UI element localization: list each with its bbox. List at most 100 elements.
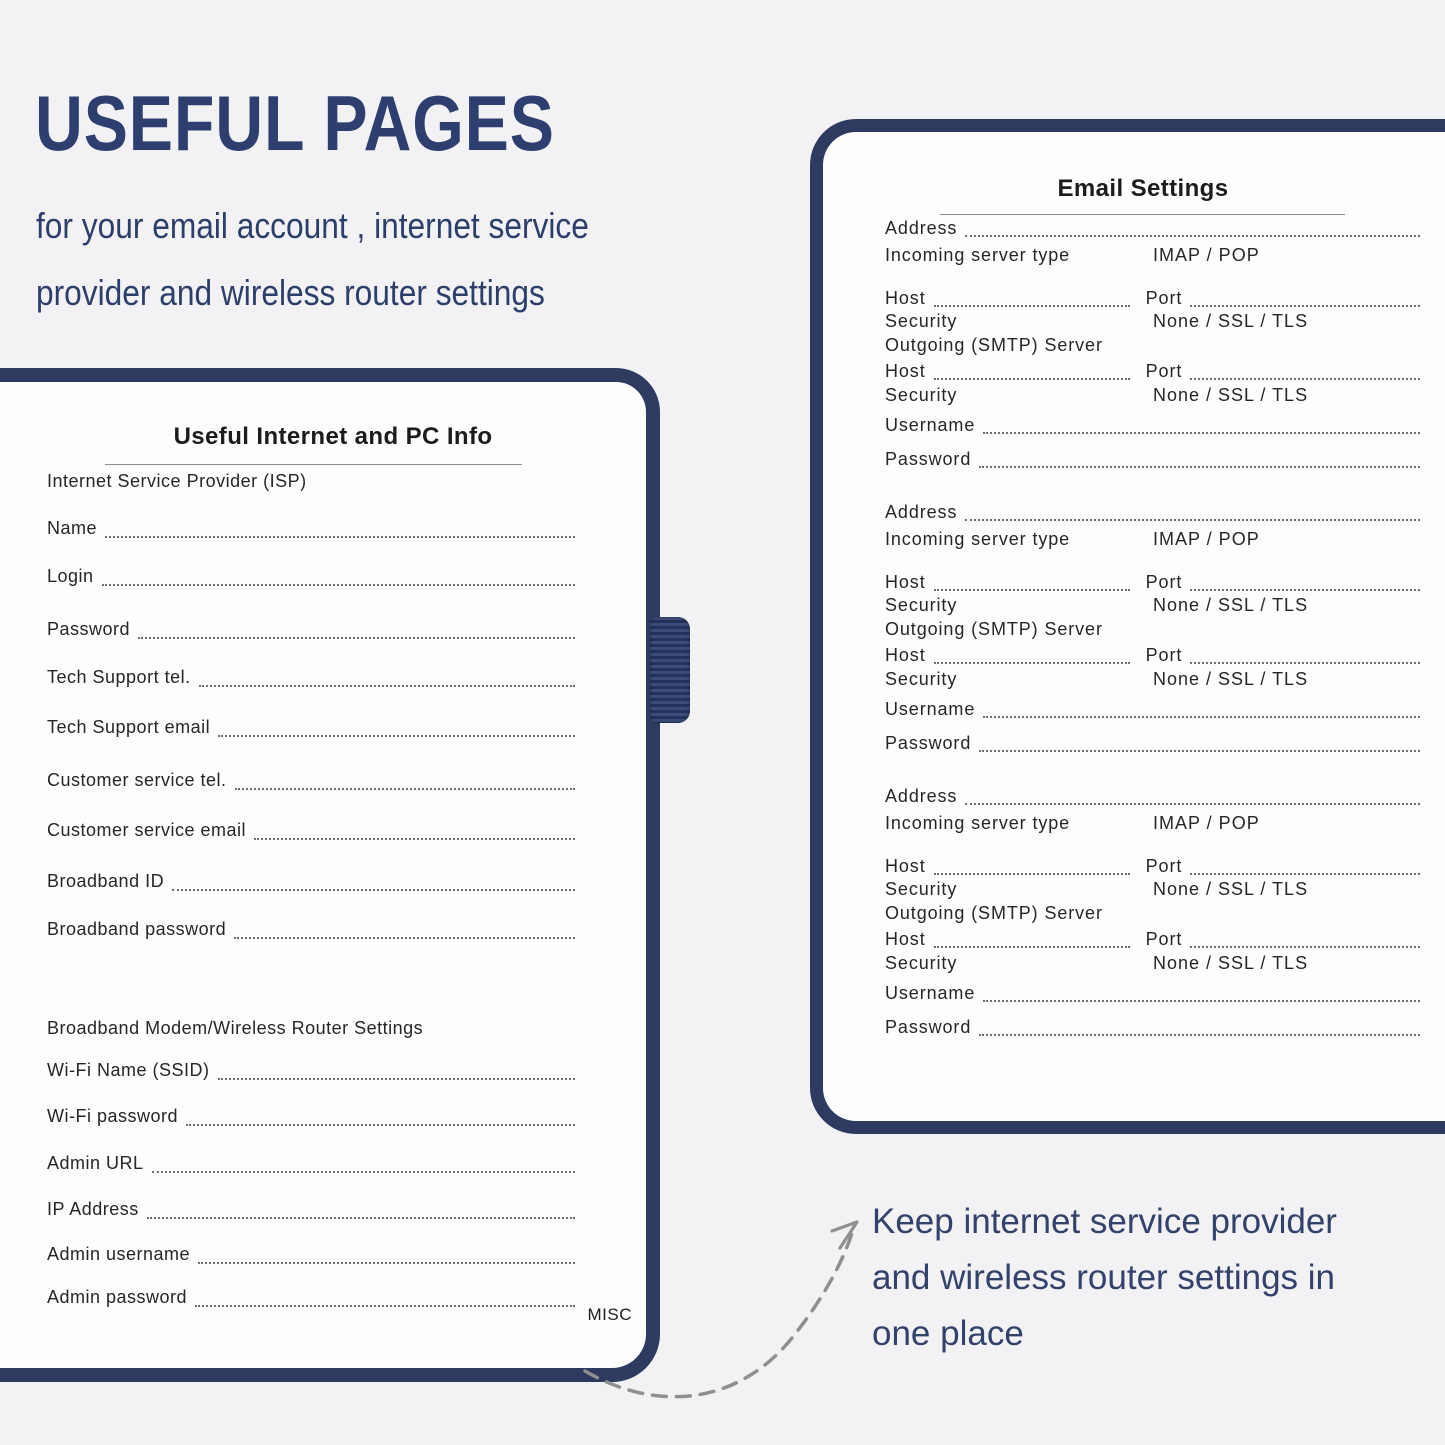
security-options: None / SSL / TLS bbox=[1153, 385, 1309, 405]
tech-support-tel-field: Tech Support tel. bbox=[0, 664, 646, 690]
write-in-line bbox=[965, 500, 1420, 521]
field-label: Broadband Modem/Wireless Router Settings bbox=[47, 1018, 424, 1038]
field-label: Port bbox=[1145, 929, 1183, 949]
field-label: Host bbox=[885, 361, 926, 381]
imap-pop-options: IMAP / POP bbox=[1153, 529, 1260, 549]
write-in-line bbox=[198, 664, 575, 687]
write-in-line bbox=[218, 714, 575, 737]
email-account-block-1: Address Incoming server type IMAP / POP H… bbox=[823, 216, 1445, 478]
write-in-line bbox=[101, 563, 575, 586]
isp-section-label: Internet Service Provider (ISP) bbox=[0, 468, 646, 494]
field-label: Incoming server type bbox=[885, 529, 1071, 549]
field-label: Address bbox=[885, 218, 958, 238]
page-title: USEFUL PAGES bbox=[35, 79, 555, 167]
field-label: Broadband ID bbox=[47, 871, 165, 891]
title-underline bbox=[940, 214, 1345, 215]
field-label: Incoming server type bbox=[885, 813, 1071, 833]
field-label: Tech Support tel. bbox=[47, 667, 191, 687]
field-label: Port bbox=[1145, 856, 1183, 876]
incoming-server-type-row: Incoming server type IMAP / POP bbox=[823, 243, 1445, 267]
caption-line-3: one place bbox=[872, 1314, 1024, 1353]
field-label: Internet Service Provider (ISP) bbox=[47, 471, 307, 491]
field-label: Outgoing (SMTP) Server bbox=[885, 335, 1103, 355]
internet-pc-info-title: Useful Internet and PC Info bbox=[173, 423, 493, 450]
field-label: Outgoing (SMTP) Server bbox=[885, 619, 1103, 639]
admin-password-field: Admin password bbox=[0, 1284, 646, 1310]
outgoing-host-port-row: Host Port bbox=[823, 927, 1445, 951]
security-options: None / SSL / TLS bbox=[1153, 879, 1309, 899]
incoming-server-type-row: Incoming server type IMAP / POP bbox=[823, 527, 1445, 551]
field-label: Port bbox=[1145, 288, 1183, 308]
name-field: Name bbox=[0, 515, 646, 541]
field-label: Login bbox=[47, 566, 94, 586]
field-label: Username bbox=[885, 699, 976, 719]
username-field: Username bbox=[823, 697, 1445, 721]
write-in-line bbox=[254, 817, 575, 840]
field-label: Name bbox=[47, 518, 98, 538]
incoming-host-port-row: Host Port bbox=[823, 854, 1445, 878]
field-label: Host bbox=[885, 572, 926, 592]
write-in-line bbox=[933, 359, 1130, 380]
write-in-line bbox=[234, 767, 575, 790]
write-in-line bbox=[933, 643, 1130, 664]
password-field: Password bbox=[0, 616, 646, 642]
customer-service-tel-field: Customer service tel. bbox=[0, 767, 646, 793]
field-label: Security bbox=[885, 953, 958, 973]
field-label: Port bbox=[1145, 645, 1183, 665]
field-label: Broadband password bbox=[47, 919, 227, 939]
outgoing-security-row: Security None / SSL / TLS bbox=[823, 667, 1445, 691]
write-in-line bbox=[105, 515, 575, 538]
write-in-line bbox=[983, 981, 1420, 1002]
internet-pc-info-page: Useful Internet and PC Info Internet Ser… bbox=[0, 382, 646, 1368]
outgoing-smtp-label: Outgoing (SMTP) Server bbox=[823, 333, 1445, 357]
subtitle: for your email account , internet servic… bbox=[36, 192, 589, 326]
write-in-line bbox=[979, 731, 1420, 752]
field-label: Security bbox=[885, 879, 958, 899]
password-field: Password bbox=[823, 731, 1445, 755]
incoming-host-port-row: Host Port bbox=[823, 570, 1445, 594]
field-label: Host bbox=[885, 929, 926, 949]
field-label: Customer service tel. bbox=[47, 770, 227, 790]
field-label: Port bbox=[1145, 361, 1183, 381]
field-label: Wi-Fi password bbox=[47, 1106, 179, 1126]
field-label: Address bbox=[885, 502, 958, 522]
field-label: Security bbox=[885, 669, 958, 689]
incoming-security-row: Security None / SSL / TLS bbox=[823, 309, 1445, 333]
right-notebook-page: Email Settings Address Incoming server t… bbox=[810, 119, 1445, 1134]
write-in-line bbox=[217, 1057, 575, 1080]
field-label: Admin password bbox=[47, 1287, 188, 1307]
title-underline bbox=[105, 464, 522, 465]
tech-support-email-field: Tech Support email bbox=[0, 714, 646, 740]
left-notebook-page: Useful Internet and PC Info Internet Ser… bbox=[0, 368, 660, 1382]
security-options: None / SSL / TLS bbox=[1153, 669, 1309, 689]
write-in-line bbox=[1190, 570, 1420, 591]
field-label: Customer service email bbox=[47, 820, 247, 840]
write-in-line bbox=[983, 413, 1420, 434]
field-label: IP Address bbox=[47, 1199, 139, 1219]
caption-line-1: Keep internet service provider bbox=[872, 1202, 1337, 1241]
ip-address-field: IP Address bbox=[0, 1196, 646, 1222]
email-settings-page: Email Settings Address Incoming server t… bbox=[823, 132, 1445, 1121]
write-in-line bbox=[933, 286, 1130, 307]
write-in-line bbox=[198, 1241, 575, 1264]
email-settings-title: Email Settings bbox=[1057, 175, 1229, 202]
pen-loop bbox=[650, 617, 690, 723]
security-options: None / SSL / TLS bbox=[1153, 311, 1309, 331]
field-label: Security bbox=[885, 595, 958, 615]
field-label: Host bbox=[885, 288, 926, 308]
security-options: None / SSL / TLS bbox=[1153, 595, 1309, 615]
field-label: Address bbox=[885, 786, 958, 806]
field-label: Wi-Fi Name (SSID) bbox=[47, 1060, 210, 1080]
field-label: Username bbox=[885, 983, 976, 1003]
write-in-line bbox=[186, 1103, 575, 1126]
email-account-block-3: Address Incoming server type IMAP / POP H… bbox=[823, 784, 1445, 1046]
subtitle-line-1: for your email account , internet servic… bbox=[36, 205, 589, 246]
write-in-line bbox=[979, 447, 1420, 468]
field-label: Host bbox=[885, 856, 926, 876]
write-in-line bbox=[933, 854, 1130, 875]
outgoing-host-port-row: Host Port bbox=[823, 359, 1445, 383]
wifi-name-field: Wi-Fi Name (SSID) bbox=[0, 1057, 646, 1083]
write-in-line bbox=[933, 570, 1130, 591]
field-label: Security bbox=[885, 311, 958, 331]
write-in-line bbox=[172, 868, 575, 891]
